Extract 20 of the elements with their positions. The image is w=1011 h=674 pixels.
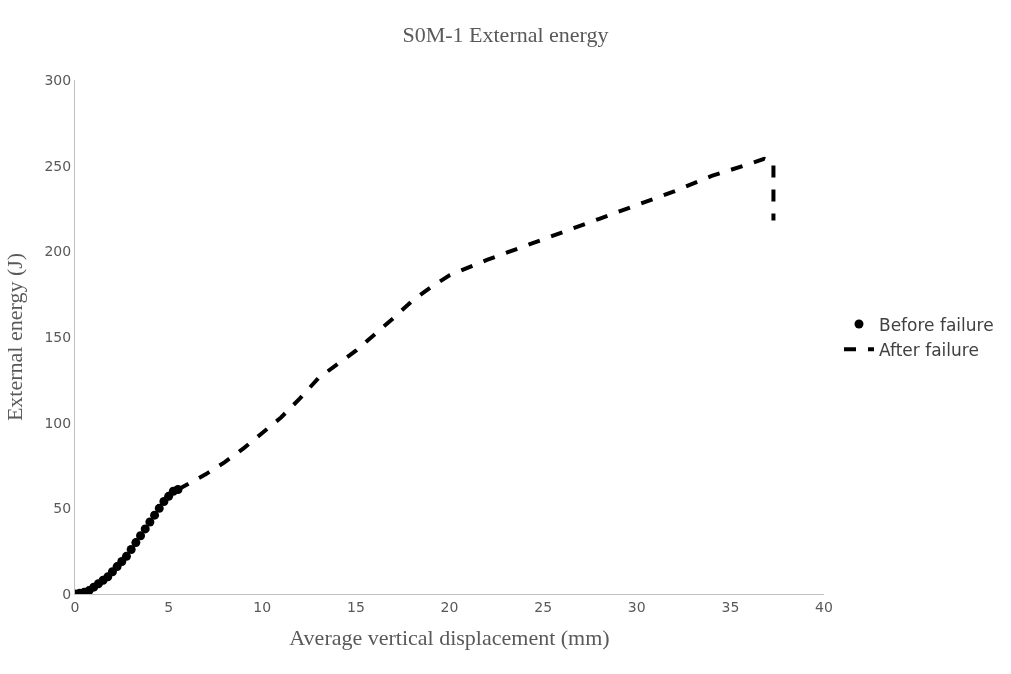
y-tick-label: 300 bbox=[44, 71, 72, 88]
x-tick-label: 40 bbox=[815, 598, 833, 615]
y-tick-label: 250 bbox=[44, 157, 72, 174]
y-tick-label: 50 bbox=[53, 500, 72, 517]
x-tick-label: 20 bbox=[440, 598, 459, 615]
y-axis-title: External energy (J) bbox=[2, 252, 28, 422]
legend-label: After failure bbox=[878, 339, 979, 360]
y-tick-label: 0 bbox=[62, 585, 72, 602]
legend-label: Before failure bbox=[878, 314, 994, 335]
x-tick-label: 15 bbox=[346, 598, 365, 615]
y-tick-label: 200 bbox=[44, 243, 72, 260]
x-tick-label: 10 bbox=[253, 598, 272, 615]
x-tick-label: 5 bbox=[164, 598, 174, 615]
y-tick-label: 100 bbox=[44, 414, 72, 431]
chart-title: S0M-1 External energy bbox=[402, 22, 609, 48]
y-tick-label: 150 bbox=[44, 328, 72, 345]
x-tick-label: 35 bbox=[721, 598, 740, 615]
x-axis-title: Average vertical displacement (mm) bbox=[289, 624, 610, 650]
x-tick-label: 25 bbox=[534, 598, 553, 615]
x-tick-label: 30 bbox=[627, 598, 646, 615]
